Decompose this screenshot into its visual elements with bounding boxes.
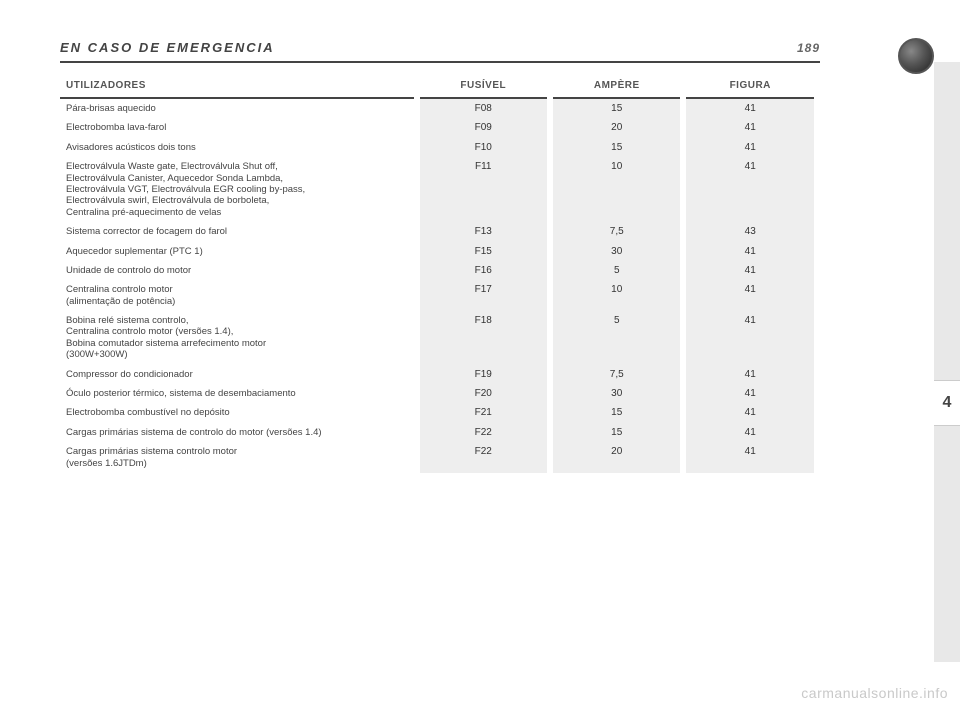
cell-amp: 20: [550, 442, 683, 473]
cell-fig: 41: [683, 365, 817, 384]
cell-fuse: F17: [417, 280, 550, 311]
cell-fig: 41: [683, 403, 817, 422]
fuse-table: UTILIZADORES FUSÍVEL AMPÈRE FIGURA Pára-…: [60, 77, 820, 473]
page-title: EN CASO DE EMERGENCIA: [60, 40, 275, 55]
table-row: Electroválvula Waste gate, Electroválvul…: [60, 157, 817, 222]
cell-fuse: F15: [417, 242, 550, 261]
col-header-utilizadores: UTILIZADORES: [60, 77, 417, 98]
table-row: Electrobomba combustível no depósitoF211…: [60, 403, 817, 422]
cell-utilizadores: Avisadores acústicos dois tons: [60, 138, 417, 157]
side-bar: [934, 62, 960, 662]
cell-fig: 41: [683, 242, 817, 261]
cell-fig: 41: [683, 98, 817, 118]
cell-amp: 20: [550, 118, 683, 137]
fuse-table-body: Pára-brisas aquecidoF081541Electrobomba …: [60, 98, 817, 473]
cell-utilizadores: Electrobomba lava-farol: [60, 118, 417, 137]
page-number: 189: [797, 41, 820, 55]
section-tab-number: 4: [943, 394, 952, 412]
cell-fig: 41: [683, 384, 817, 403]
table-row: Avisadores acústicos dois tonsF101541: [60, 138, 817, 157]
cell-amp: 30: [550, 242, 683, 261]
table-row: Unidade de controlo do motorF16541: [60, 261, 817, 280]
col-header-fusivel: FUSÍVEL: [417, 77, 550, 98]
page-header: EN CASO DE EMERGENCIA 189: [60, 40, 820, 63]
cell-amp: 15: [550, 403, 683, 422]
cell-fuse: F08: [417, 98, 550, 118]
cell-utilizadores: Compressor do condicionador: [60, 365, 417, 384]
table-row: Cargas primárias sistema controlo motor(…: [60, 442, 817, 473]
cell-fuse: F18: [417, 311, 550, 365]
cell-fuse: F21: [417, 403, 550, 422]
col-header-ampere: AMPÈRE: [550, 77, 683, 98]
table-row: Bobina relé sistema controlo,Centralina …: [60, 311, 817, 365]
cell-amp: 15: [550, 138, 683, 157]
watermark: carmanualsonline.info: [801, 685, 948, 701]
cell-fig: 41: [683, 280, 817, 311]
cell-amp: 10: [550, 157, 683, 222]
table-row: Compressor do condicionadorF197,541: [60, 365, 817, 384]
cell-fig: 41: [683, 423, 817, 442]
cell-fuse: F19: [417, 365, 550, 384]
cell-utilizadores: Aquecedor suplementar (PTC 1): [60, 242, 417, 261]
cell-fuse: F10: [417, 138, 550, 157]
cell-fuse: F20: [417, 384, 550, 403]
cell-utilizadores: Electroválvula Waste gate, Electroválvul…: [60, 157, 417, 222]
table-row: Pára-brisas aquecidoF081541: [60, 98, 817, 118]
page-content: EN CASO DE EMERGENCIA 189 UTILIZADORES F…: [60, 40, 820, 473]
cell-amp: 10: [550, 280, 683, 311]
table-row: Sistema corrector de focagem do farolF13…: [60, 222, 817, 241]
table-row: Óculo posterior térmico, sistema de dese…: [60, 384, 817, 403]
cell-fuse: F16: [417, 261, 550, 280]
section-tab: 4: [934, 380, 960, 426]
cell-utilizadores: Pára-brisas aquecido: [60, 98, 417, 118]
cell-fig: 41: [683, 261, 817, 280]
table-row: Centralina controlo motor(alimentação de…: [60, 280, 817, 311]
cell-fig: 41: [683, 157, 817, 222]
cell-amp: 5: [550, 261, 683, 280]
table-row: Aquecedor suplementar (PTC 1)F153041: [60, 242, 817, 261]
cell-amp: 30: [550, 384, 683, 403]
cell-utilizadores: Cargas primárias sistema de controlo do …: [60, 423, 417, 442]
col-header-figura: FIGURA: [683, 77, 817, 98]
cell-fig: 41: [683, 138, 817, 157]
cell-amp: 5: [550, 311, 683, 365]
cell-fuse: F22: [417, 442, 550, 473]
cell-utilizadores: Unidade de controlo do motor: [60, 261, 417, 280]
cell-fig: 41: [683, 118, 817, 137]
cell-utilizadores: Centralina controlo motor(alimentação de…: [60, 280, 417, 311]
cell-utilizadores: Bobina relé sistema controlo,Centralina …: [60, 311, 417, 365]
cell-fig: 43: [683, 222, 817, 241]
table-row: Cargas primárias sistema de controlo do …: [60, 423, 817, 442]
cell-amp: 7,5: [550, 365, 683, 384]
cell-amp: 7,5: [550, 222, 683, 241]
cell-utilizadores: Electrobomba combustível no depósito: [60, 403, 417, 422]
cell-amp: 15: [550, 98, 683, 118]
cell-fuse: F13: [417, 222, 550, 241]
brand-logo: [898, 38, 934, 74]
cell-utilizadores: Cargas primárias sistema controlo motor(…: [60, 442, 417, 473]
cell-fuse: F09: [417, 118, 550, 137]
cell-fig: 41: [683, 311, 817, 365]
cell-fuse: F22: [417, 423, 550, 442]
cell-fig: 41: [683, 442, 817, 473]
cell-fuse: F11: [417, 157, 550, 222]
cell-utilizadores: Sistema corrector de focagem do farol: [60, 222, 417, 241]
cell-utilizadores: Óculo posterior térmico, sistema de dese…: [60, 384, 417, 403]
cell-amp: 15: [550, 423, 683, 442]
table-row: Electrobomba lava-farolF092041: [60, 118, 817, 137]
